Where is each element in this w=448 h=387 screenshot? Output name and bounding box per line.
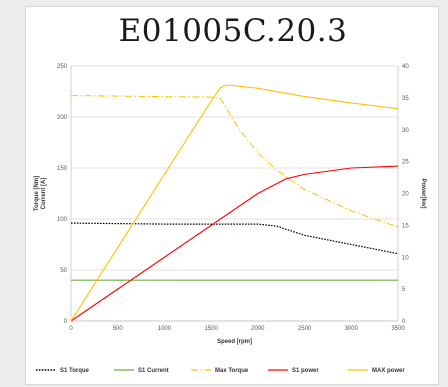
x-tick-label: 3000 [345,326,359,332]
series-line-max-power [70,84,399,322]
chart-frame: E01005C.20.3 0 50 100 150 200 250 0 5 10 15 20 25 30… [25,6,439,385]
x-tick-label: 2000 [251,326,265,332]
y-left-tick-label: 250 [57,64,68,70]
y-left-tick-label: 200 [57,115,68,121]
y-right-tick-label: 0 [402,319,406,325]
x-axis-label: Speed [rpm] [217,339,252,345]
legend-label: S1 Torque [60,368,90,374]
legend-label: S1 power [292,368,319,374]
x-tick-label: 3500 [391,326,405,332]
y-left-tick-label: 50 [60,268,67,274]
y-right-tick-label: 35 [402,96,409,102]
y-right-tick-label: 25 [402,160,409,166]
y-right-tick-label: 5 [402,287,406,293]
y-right-tick-label: 40 [402,64,409,70]
y-right-tick-label: 20 [402,192,409,198]
legend-label: Max Torque [215,368,249,374]
y-right-tick-label: 10 [402,255,409,261]
x-tick-label: 0 [69,326,73,332]
y-right-axis-label: Power[kw] [420,178,426,208]
y-left-tick-label: 100 [57,217,68,223]
y-right-tick-label: 30 [402,128,409,134]
y-left-tick-label: 150 [57,166,68,172]
chart-title: E01005C.20.3 [118,13,348,49]
y-right-tick-label: 15 [402,223,409,229]
series-line-max-torque [70,95,399,228]
x-tick-label: 2500 [298,326,312,332]
x-tick-label: 1500 [204,326,218,332]
legend-label: S1 Current [138,368,169,374]
series-line-s1-power [70,165,399,322]
y-left-axis-label: Current [A] [41,178,47,210]
legend-label: MAX power [372,368,405,374]
y-left-axis-label: Torque [Nm] [34,176,40,211]
y-left-tick-label: 0 [64,319,68,325]
x-tick-label: 500 [113,326,124,332]
x-tick-label: 1000 [158,326,172,332]
series-line-s1-torque [70,222,399,255]
